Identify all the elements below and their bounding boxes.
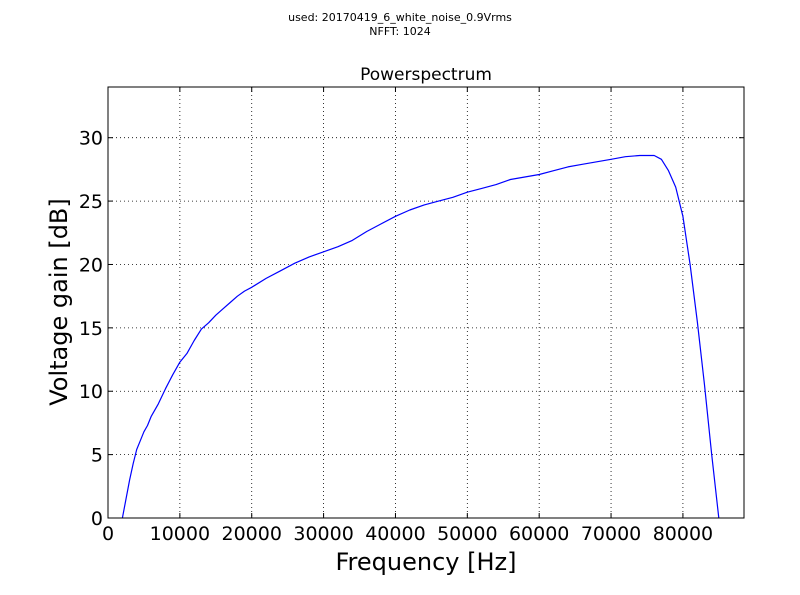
y-tick-label: 0 [91, 508, 103, 530]
x-tick-label: 40000 [365, 523, 425, 545]
y-tick-label: 25 [79, 191, 103, 213]
x-tick-label: 60000 [509, 523, 569, 545]
y-axis-label: Voltage gain [dB] [45, 198, 73, 406]
series-layer [121, 154, 720, 519]
x-axis-label: Frequency [Hz] [336, 548, 517, 576]
chart-title: Powerspectrum [360, 65, 492, 85]
grid-lines [108, 87, 744, 518]
x-tick-label: 70000 [581, 523, 641, 545]
y-tick-label: 20 [79, 254, 103, 276]
y-tick-label: 15 [79, 318, 103, 340]
series-line [121, 154, 720, 519]
x-tick-label: 30000 [293, 523, 353, 545]
y-tick-label: 10 [79, 381, 103, 403]
plot-area-frame [107, 86, 745, 519]
x-tick-label: 80000 [653, 523, 713, 545]
x-tick-label: 50000 [437, 523, 497, 545]
y-tick-label: 30 [79, 128, 103, 150]
suptitle-line-1: used: 20170419_6_white_noise_0.9Vrms [288, 11, 512, 24]
suptitle-line-2: NFFT: 1024 [369, 25, 431, 38]
x-tick-label: 20000 [222, 523, 282, 545]
y-tick-label: 5 [91, 445, 103, 467]
x-tick-label: 10000 [150, 523, 210, 545]
axis-ticks: 0 10000 20000 30000 40000 50000 60000 70000 8000… [79, 87, 744, 545]
x-tick-label: 0 [102, 523, 114, 545]
